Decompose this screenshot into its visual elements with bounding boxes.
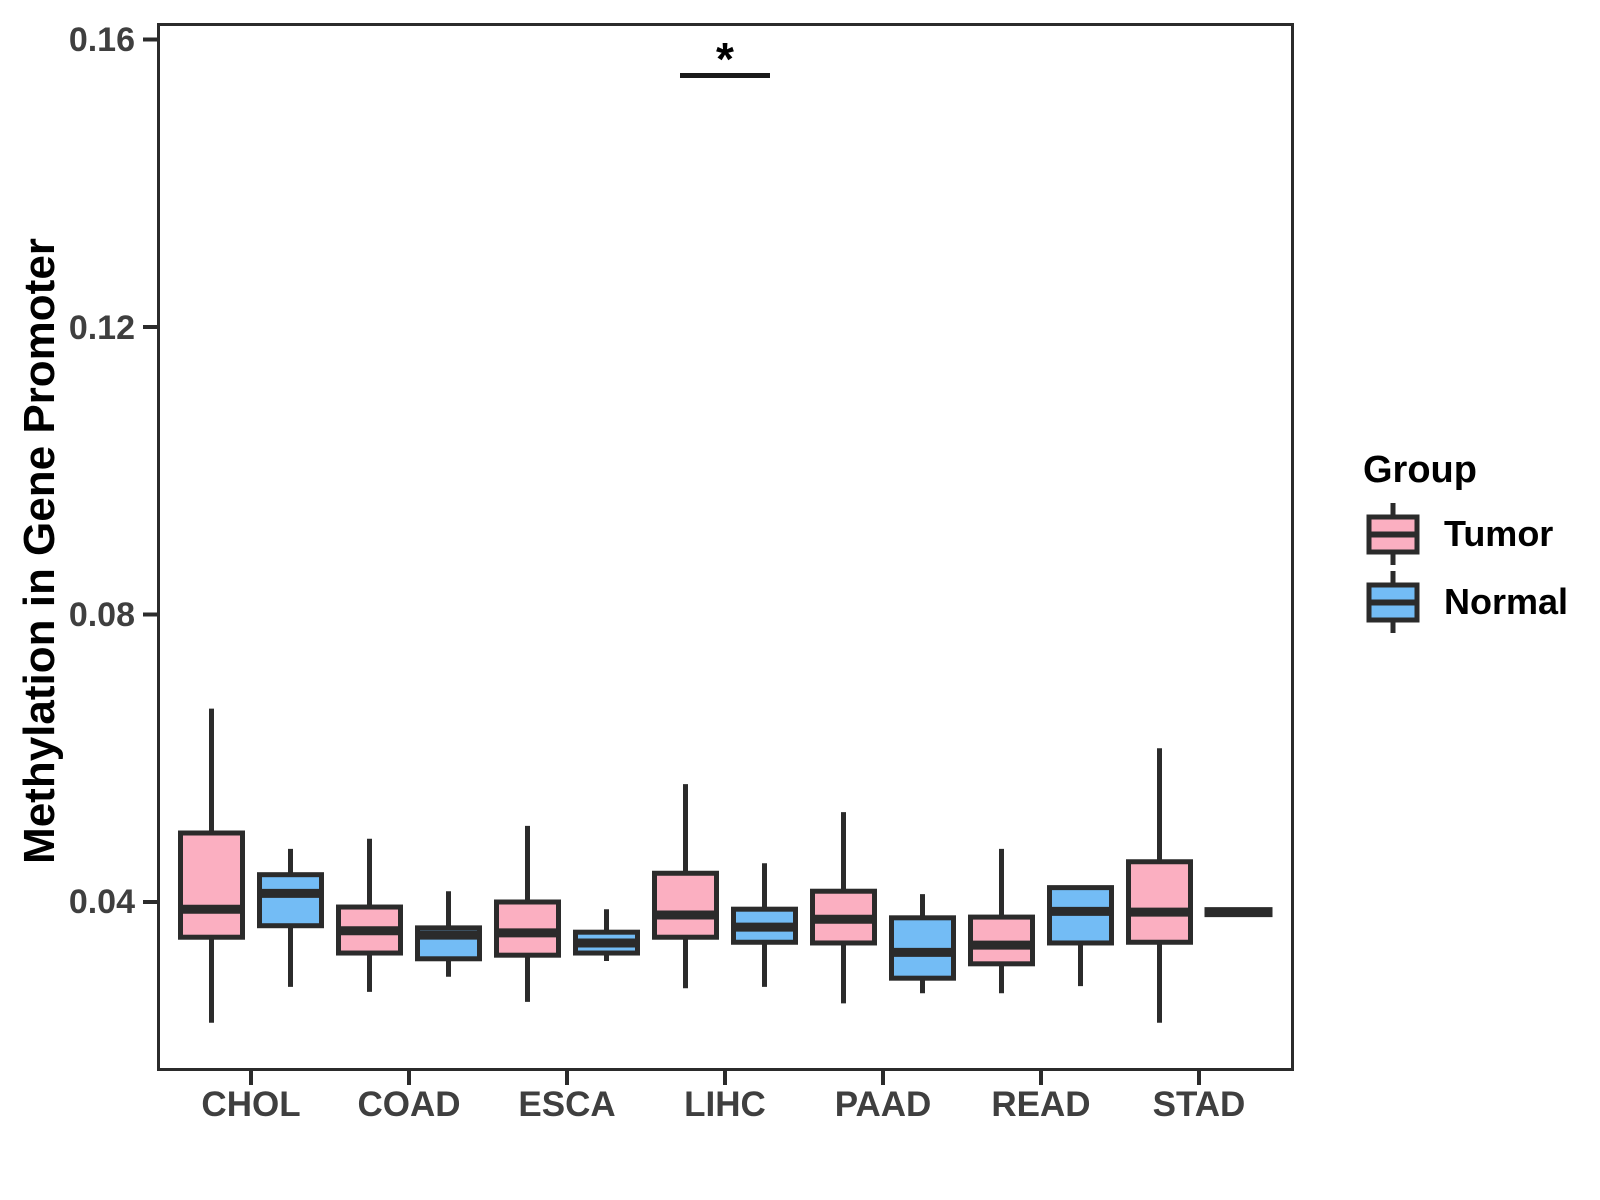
x-tick-label: CHOL (201, 1085, 301, 1124)
x-tick-label: LIHC (684, 1085, 766, 1124)
boxplot-coad-tumor (336, 838, 403, 992)
y-tick-label: 0.08 (68, 596, 135, 634)
boxplot-lihc-tumor (652, 784, 719, 989)
boxplot-coad-normal (415, 891, 482, 977)
boxplot-chol-normal (257, 848, 324, 987)
legend-entry-normal: Normal (1365, 570, 1568, 634)
x-tick-label: ESCA (518, 1085, 616, 1124)
y-tick-label: 0.12 (68, 309, 135, 347)
significance-asterisk: * (716, 33, 734, 85)
boxplot-glyph-icon (1366, 571, 1420, 633)
legend-label-tumor: Tumor (1444, 513, 1554, 554)
legend: Group Tumor Normal (1363, 448, 1593, 688)
boxplot-glyph-icon (1366, 503, 1420, 565)
boxplot-paad-normal (889, 894, 956, 994)
boxplot-esca-normal (573, 909, 640, 961)
boxplot-lihc-normal (731, 863, 798, 987)
boxplot-esca-tumor (494, 825, 561, 1002)
y-tick-label: 0.04 (68, 883, 135, 921)
y-axis-title: Methylation in Gene Promoter (15, 238, 64, 864)
x-tick-label: COAD (357, 1085, 461, 1124)
boxplot-paad-tumor (810, 812, 877, 1004)
boxplot-stad-tumor (1126, 748, 1193, 1023)
legend-entry-tumor: Tumor (1365, 502, 1553, 566)
legend-label-normal: Normal (1444, 581, 1569, 622)
y-tick-label: 0.16 (68, 21, 135, 59)
legend-title: Group (1363, 449, 1477, 491)
x-tick-label: PAAD (834, 1085, 932, 1124)
boxplot-chol-tumor (178, 708, 245, 1023)
boxplot-read-tumor (968, 848, 1035, 994)
x-tick-label: READ (991, 1085, 1091, 1124)
boxplot-read-normal (1047, 885, 1114, 987)
x-tick-label: STAD (1152, 1085, 1246, 1124)
